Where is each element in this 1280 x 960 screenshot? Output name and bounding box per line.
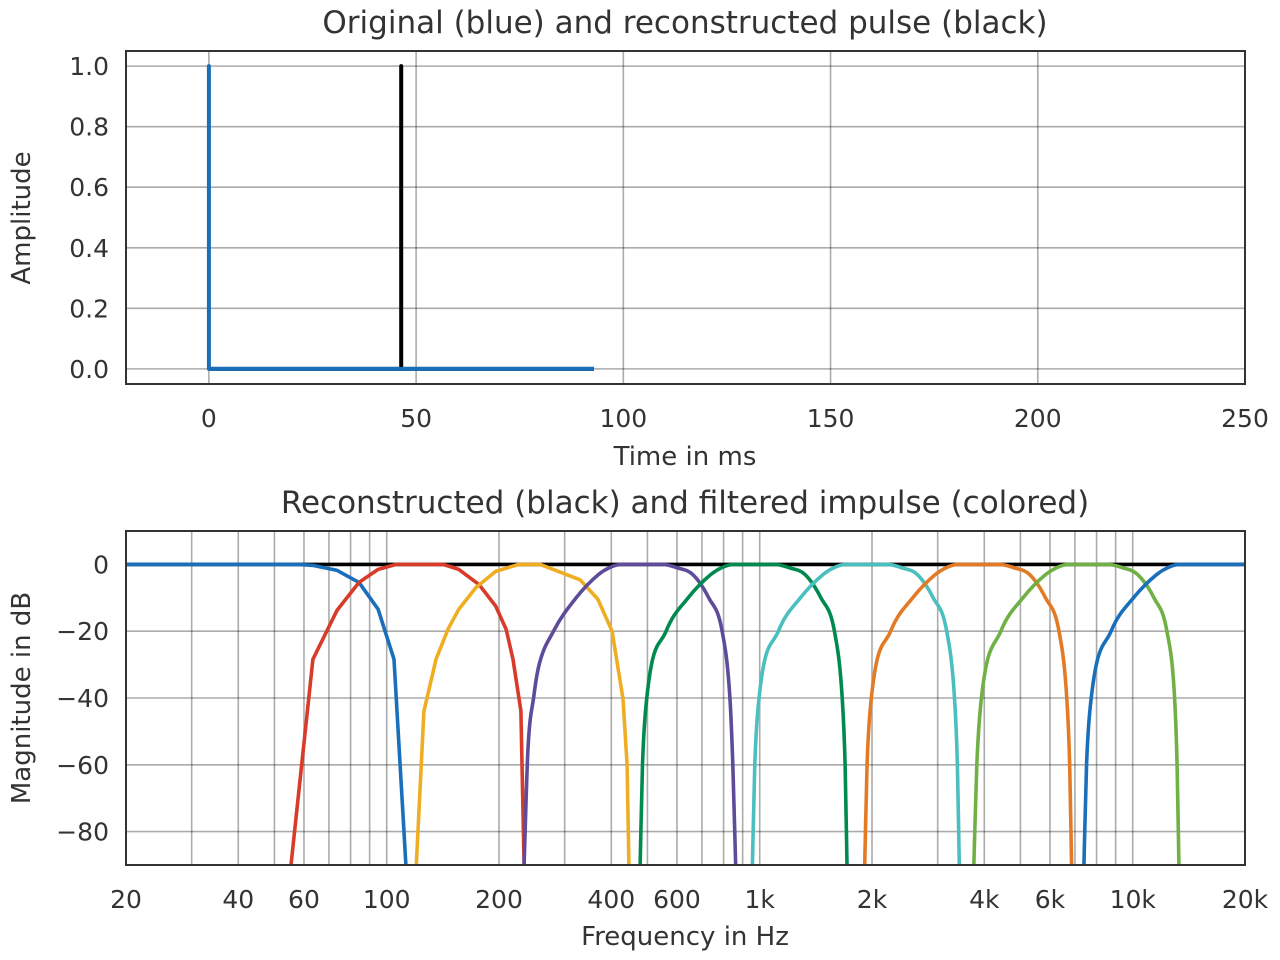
bottom-xtick-label: 10k [1110,885,1157,914]
top-chart-xlabel: Time in ms [613,442,757,472]
top-chart-plot: 0 50 100 150 200 250 0.0 0.2 0.4 0.6 0.8 1.0 [69,50,1269,433]
bottom-chart-xlabel: Frequency in Hz [581,922,789,952]
bottom-series-line-6 [750,562,962,865]
bottom-chart-title: Reconstructed (black) and filtered impul… [281,485,1089,521]
top-ytick-label: 1.0 [69,52,109,81]
bottom-ytick-label: −80 [56,818,109,847]
top-xtick-label: 0 [201,404,217,433]
bottom-xtick-label: 20k [1222,885,1269,914]
bottom-xtick-label: 20 [110,885,142,914]
bottom-series-line-2 [289,562,526,865]
bottom-series-line-9 [1082,562,1245,865]
bottom-xtick-label: 40 [222,885,254,914]
top-ytick-label: 0.0 [69,355,109,384]
top-plot-frame [125,50,1246,385]
bottom-series-line-8 [972,562,1181,865]
top-ytick-label: 0.8 [69,113,109,142]
bottom-xtick-label: 4k [969,885,1000,914]
top-ytick-label: 0.2 [69,294,109,323]
top-series-line-1 [206,64,594,371]
top-ytick-label: 0.6 [69,173,109,202]
top-chart-ylabel: Amplitude [7,151,37,284]
bottom-series-line-3 [414,562,631,865]
top-series-group [206,64,594,371]
bottom-xtick-label: 100 [363,885,411,914]
bottom-ytick-label: −60 [56,751,109,780]
top-series-line-0 [208,64,594,371]
bottom-xtick-label: 60 [288,885,320,914]
bottom-series-line-7 [862,562,1074,865]
bottom-plot-frame [125,530,1246,866]
bottom-series-line-1 [126,562,408,865]
bottom-ytick-label: 0 [93,550,109,579]
bottom-xtick-label: 400 [587,885,635,914]
top-xtick-label: 200 [1014,404,1062,433]
bottom-xtick-label: 200 [475,885,523,914]
bottom-chart-ylabel: Magnitude in dB [7,592,37,804]
top-xtick-label: 150 [807,404,855,433]
bottom-series-line-4 [522,562,738,865]
bottom-series-line-5 [638,562,849,865]
bottom-xtick-label: 600 [653,885,701,914]
bottom-ytick-label: −20 [56,617,109,646]
top-xtick-label: 250 [1221,404,1269,433]
bottom-xtick-label: 1k [745,885,776,914]
bottom-chart-plot: 20 40 60 100 200 400 600 1k 2k 4k 6k 10k 20k 0 −20 −40 −… [56,530,1269,914]
bottom-series-group [126,562,1245,865]
top-ytick-label: 0.4 [69,234,109,263]
bottom-xtick-label: 2k [857,885,888,914]
top-xtick-label: 100 [599,404,647,433]
top-xtick-label: 50 [400,404,432,433]
bottom-ytick-label: −40 [56,684,109,713]
bottom-xtick-label: 6k [1035,885,1066,914]
top-chart-title: Original (blue) and reconstructed pulse … [322,5,1047,41]
